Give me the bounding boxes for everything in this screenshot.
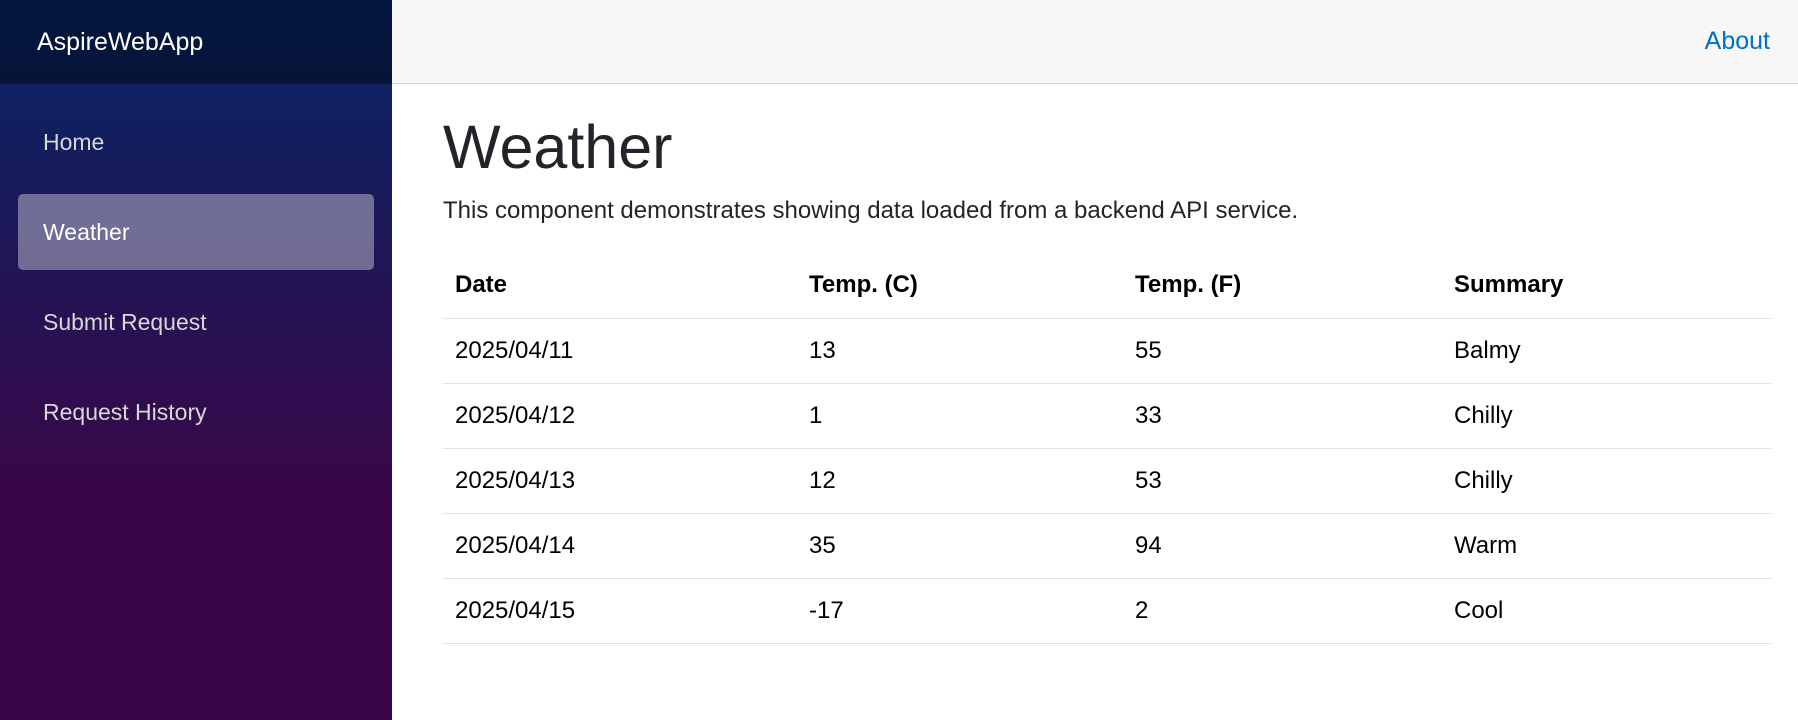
cell-temp-f: 53 — [1123, 448, 1442, 514]
table-header-row: Date Temp. (C) Temp. (F) Summary — [443, 253, 1771, 319]
sidebar-item-label: Home — [43, 128, 105, 155]
cell-date: 2025/04/11 — [443, 318, 797, 384]
cell-temp-f: 2 — [1123, 578, 1442, 644]
column-header-date: Date — [443, 253, 797, 319]
page-title: Weather — [443, 113, 673, 181]
sidebar-item-label: Submit Request — [43, 308, 207, 335]
sidebar-item-label: Request History — [43, 398, 207, 425]
column-header-temp-c: Temp. (C) — [797, 253, 1123, 319]
cell-temp-c: 12 — [797, 448, 1123, 514]
sidebar-item-home[interactable]: Home — [18, 104, 374, 180]
cell-temp-f: 94 — [1123, 513, 1442, 579]
sidebar-nav: Home Weather Submit Request Request Hist… — [0, 84, 392, 450]
page-content: Weather This component demonstrates show… — [392, 84, 1798, 644]
cell-temp-f: 55 — [1123, 318, 1442, 384]
table-row: 2025/04/14 35 94 Warm — [443, 513, 1771, 579]
cell-date: 2025/04/15 — [443, 578, 797, 644]
sidebar: AspireWebApp Home Weather Submit Request… — [0, 0, 392, 720]
sidebar-item-weather[interactable]: Weather — [18, 194, 374, 270]
cell-summary: Warm — [1442, 513, 1771, 579]
table-row: 2025/04/12 1 33 Chilly — [443, 383, 1771, 449]
cell-temp-c: 35 — [797, 513, 1123, 579]
main-area: About Weather This component demonstrate… — [392, 0, 1798, 720]
table-row: 2025/04/15 -17 2 Cool — [443, 578, 1771, 644]
table-row: 2025/04/13 12 53 Chilly — [443, 448, 1771, 514]
cell-date: 2025/04/14 — [443, 513, 797, 579]
cell-date: 2025/04/12 — [443, 383, 797, 449]
top-row: About — [392, 0, 1798, 84]
sidebar-item-label: Weather — [43, 218, 130, 245]
cell-date: 2025/04/13 — [443, 448, 797, 514]
cell-summary: Chilly — [1442, 383, 1771, 449]
about-link[interactable]: About — [1704, 27, 1770, 55]
page-description: This component demonstrates showing data… — [443, 197, 1299, 225]
sidebar-item-submit-request[interactable]: Submit Request — [18, 284, 374, 360]
table-row: 2025/04/11 13 55 Balmy — [443, 318, 1771, 384]
cell-summary: Chilly — [1442, 448, 1771, 514]
brand-bar: AspireWebApp — [0, 0, 392, 84]
sidebar-item-request-history[interactable]: Request History — [18, 374, 374, 450]
column-header-temp-f: Temp. (F) — [1123, 253, 1442, 319]
column-header-summary: Summary — [1442, 253, 1771, 319]
weather-table: Date Temp. (C) Temp. (F) Summary 2025/04… — [443, 253, 1771, 644]
cell-summary: Balmy — [1442, 318, 1771, 384]
cell-temp-f: 33 — [1123, 383, 1442, 449]
brand-link[interactable]: AspireWebApp — [37, 27, 204, 56]
cell-temp-c: 13 — [797, 318, 1123, 384]
cell-temp-c: -17 — [797, 578, 1123, 644]
cell-temp-c: 1 — [797, 383, 1123, 449]
cell-summary: Cool — [1442, 578, 1771, 644]
